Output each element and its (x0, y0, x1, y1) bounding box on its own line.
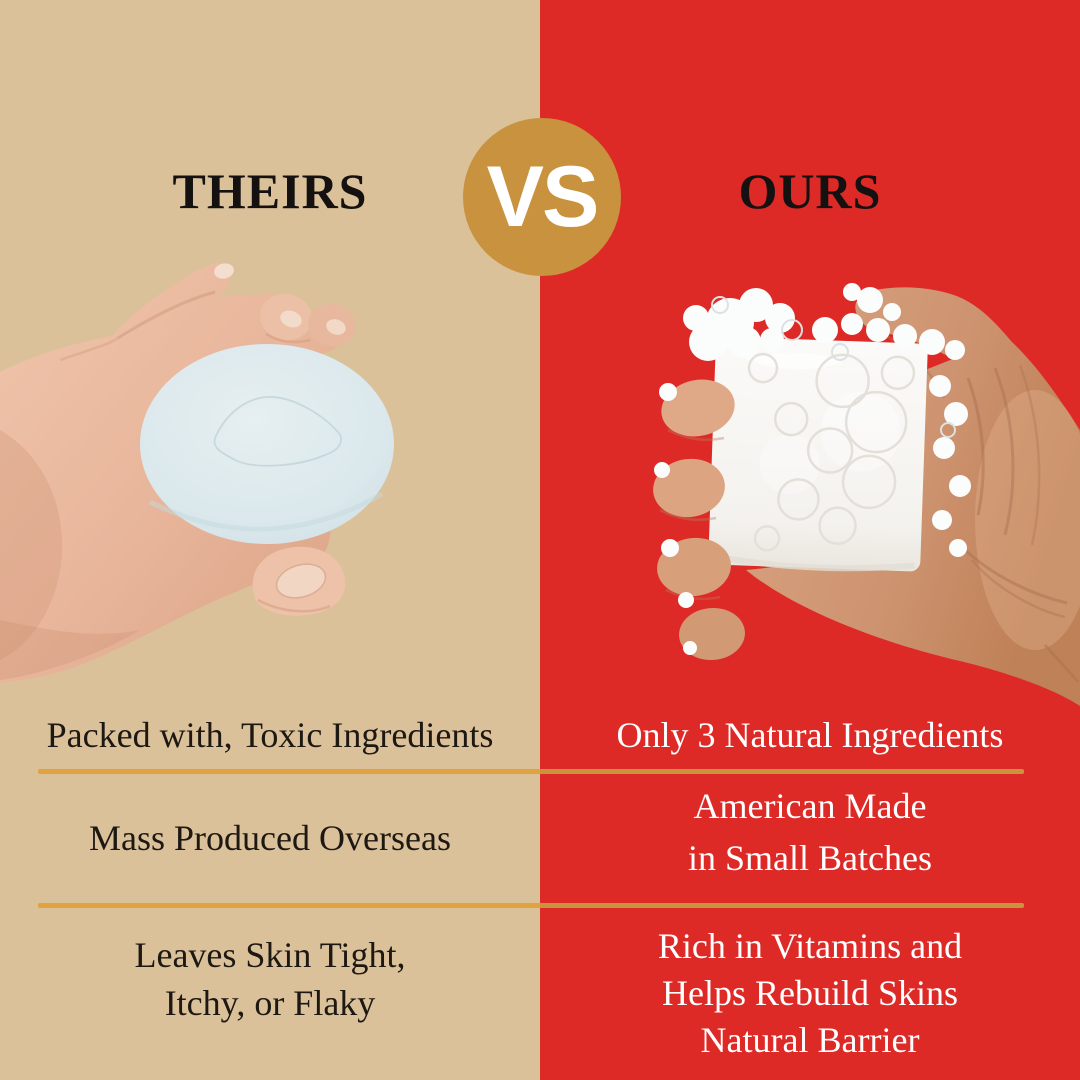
right-fingertips (653, 379, 745, 661)
left-thumb (252, 546, 346, 616)
gold-divider-2 (38, 903, 1024, 908)
left-row-3: Leaves Skin Tight, Itchy, or Flaky (0, 931, 540, 1027)
square-soap-bar (708, 336, 928, 572)
right-photo-hand-square-soap (653, 283, 1080, 706)
oval-soap-bar (140, 344, 394, 544)
right-row-3: Rich in Vitamins and Helps Rebuild Skins… (540, 923, 1080, 1064)
left-photo-hand-oval-soap (0, 263, 394, 683)
right-row-2: American Made in Small Batches (540, 780, 1080, 884)
left-row-2: Mass Produced Overseas (0, 816, 540, 860)
right-panel (540, 0, 1080, 1080)
right-row-1: Only 3 Natural Ingredients (540, 713, 1080, 757)
text-line: Mass Produced Overseas (89, 818, 451, 858)
text-line: in Small Batches (688, 838, 932, 878)
text-line: Packed with, Toxic Ingredients (46, 715, 494, 755)
text-line: Only 3 Natural Ingredients (616, 715, 1004, 755)
text-line: Leaves Skin Tight, (134, 935, 406, 975)
right-column-title: OURS (738, 163, 882, 219)
left-fingertips-over-soap (260, 293, 356, 347)
thumb-nail (275, 563, 327, 599)
left-column-title: THEIRS (172, 163, 368, 219)
text-line: Natural Barrier (700, 1020, 920, 1060)
text-line: Helps Rebuild Skins (661, 973, 958, 1013)
text-line: American Made (693, 786, 927, 826)
soap-foam (654, 283, 971, 655)
left-panel (0, 0, 540, 1080)
soap-bubble-texture (747, 352, 916, 552)
left-row-1: Packed with, Toxic Ingredients (0, 713, 540, 757)
text-line: Rich in Vitamins and (657, 926, 963, 966)
text-line: Itchy, or Flaky (164, 983, 376, 1023)
vs-badge: VS (463, 118, 621, 276)
index-fingernail (214, 263, 234, 279)
vs-label: VS (486, 149, 600, 245)
gold-divider-1 (38, 769, 1024, 774)
